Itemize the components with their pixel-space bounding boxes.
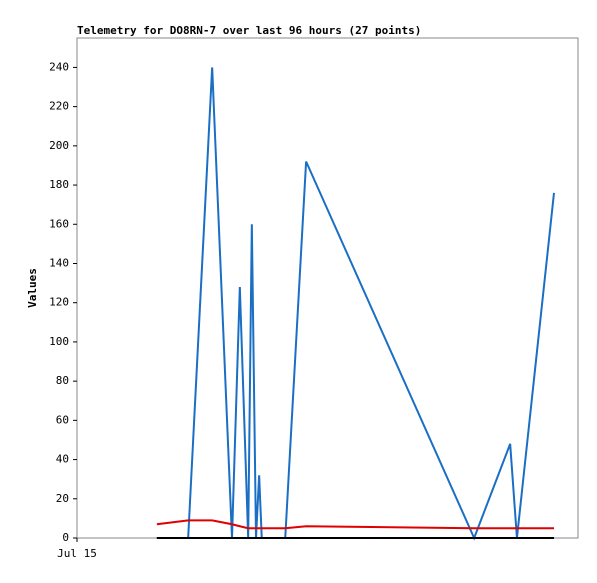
y-tick-label: 180 bbox=[49, 178, 69, 191]
y-tick-label: 220 bbox=[49, 100, 69, 113]
y-tick-label: 0 bbox=[62, 531, 69, 544]
series-line bbox=[156, 67, 555, 541]
y-tick-label: 80 bbox=[56, 374, 69, 387]
y-tick-label: 240 bbox=[49, 60, 69, 73]
y-tick-label: 160 bbox=[49, 217, 69, 230]
chart-title: Telemetry for DO8RN-7 over last 96 hours… bbox=[77, 24, 421, 37]
x-tick-label: Jul 15 bbox=[57, 547, 97, 560]
y-tick-label: 140 bbox=[49, 256, 69, 269]
y-tick-label: 40 bbox=[56, 453, 69, 466]
y-tick-label: 100 bbox=[49, 335, 69, 348]
y-tick-label: 60 bbox=[56, 413, 69, 426]
series-line bbox=[156, 519, 554, 530]
y-tick-label: 20 bbox=[56, 492, 69, 505]
y-tick-label: 120 bbox=[49, 296, 69, 309]
plot-area bbox=[76, 37, 579, 539]
y-axis-label: Values bbox=[26, 268, 39, 308]
y-tick-label: 200 bbox=[49, 139, 69, 152]
